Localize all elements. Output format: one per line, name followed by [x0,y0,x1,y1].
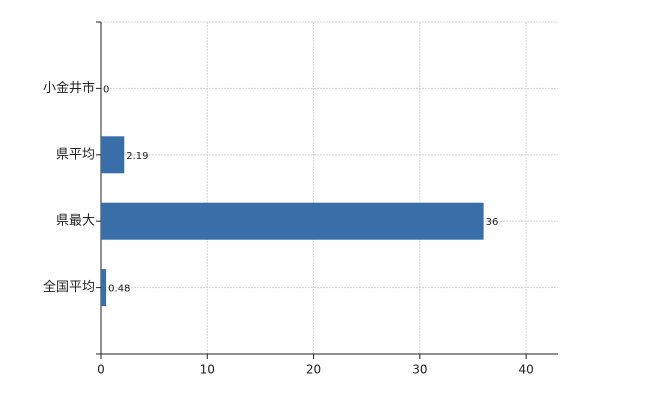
value-label: 36 [486,217,499,228]
x-tick-label: 20 [306,363,321,377]
value-label: 2.19 [126,151,148,162]
y-tick-label: 全国平均 [43,279,95,295]
x-tick-label: 30 [412,363,427,377]
y-tick-label: 県最大 [56,214,95,229]
x-tick-label: 0 [97,363,105,377]
bar [101,202,484,240]
value-label: 0.48 [108,284,130,295]
y-tick-label: 県平均 [56,147,95,162]
x-tick-label: 10 [200,363,215,377]
value-label: 0 [103,84,109,95]
bar [101,136,125,174]
y-tick-label: 小金井市 [43,80,95,96]
x-tick-label: 40 [518,363,533,377]
bar [101,269,107,307]
